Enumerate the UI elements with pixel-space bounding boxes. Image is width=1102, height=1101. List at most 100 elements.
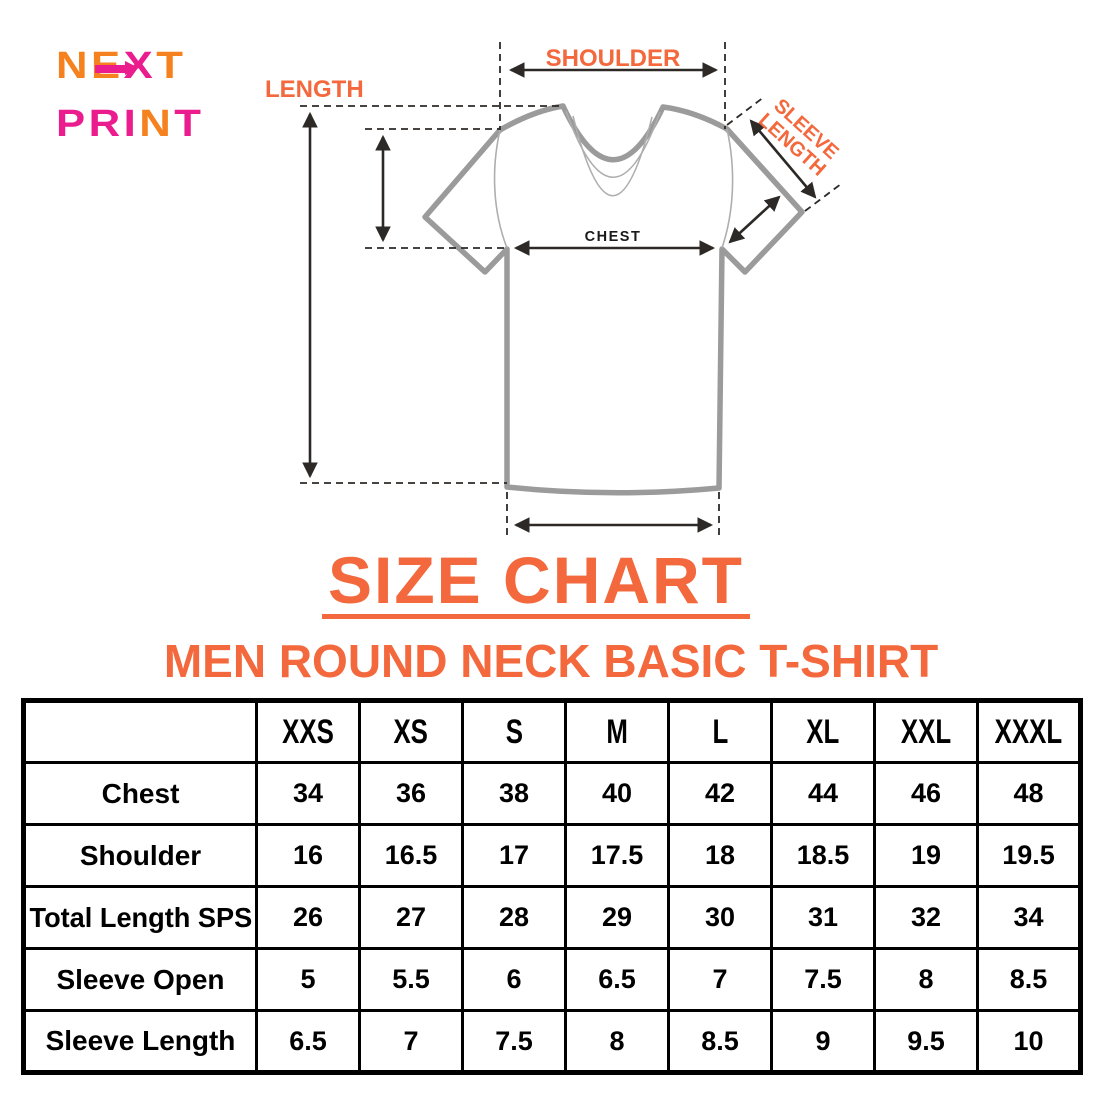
measurement-value-cell: 7 xyxy=(667,947,773,1012)
logo-arrow-head xyxy=(125,61,139,75)
measurement-value-cell: 9.5 xyxy=(873,1009,979,1074)
measurement-row-label: Sleeve Length xyxy=(22,1009,258,1074)
measurement-value-cell: 38 xyxy=(461,761,567,826)
measurement-value-cell: 34 xyxy=(976,885,1082,950)
measurement-value-cell: 17.5 xyxy=(564,823,670,888)
shoulder-label: SHOULDER xyxy=(546,45,681,72)
length-label: LENGTH xyxy=(265,76,364,103)
page-title: SIZE CHART xyxy=(322,547,750,619)
measurement-value-cell: 36 xyxy=(358,761,464,826)
size-table: XXS XS S M L XL XXL XXXL Chest 34 36 38 40 42 44 46 48 S… xyxy=(21,698,1083,1075)
measurement-value-cell: 26 xyxy=(255,885,361,950)
collar-inner-line-1 xyxy=(565,110,661,178)
measurement-row-label: Total Length SPS xyxy=(22,885,258,950)
measurement-value-cell: 19 xyxy=(873,823,979,888)
size-column-header-label: S xyxy=(505,712,523,751)
measurement-value-cell: 44 xyxy=(770,761,876,826)
measurement-value-cell: 34 xyxy=(255,761,361,826)
size-column-header: S xyxy=(461,699,567,764)
measurement-value-cell: 29 xyxy=(564,885,670,950)
measurement-value-cell: 46 xyxy=(873,761,979,826)
table-row: Chest 34 36 38 40 42 44 46 48 xyxy=(22,761,1082,826)
size-column-header-label: L xyxy=(712,712,728,751)
size-column-header: XS xyxy=(358,699,464,764)
logo-letter: N xyxy=(139,103,175,145)
size-column-header: XXL xyxy=(873,699,979,764)
measurement-value-cell: 48 xyxy=(976,761,1082,826)
table-row: Shoulder 16 16.5 17 17.5 18 18.5 19 19.5 xyxy=(22,823,1082,888)
measurement-value-cell: 18.5 xyxy=(770,823,876,888)
table-header-row: XXS XS S M L XL XXL XXXL xyxy=(22,699,1082,764)
size-column-header-label: XXS xyxy=(282,712,334,751)
size-column-header: L xyxy=(667,699,773,764)
measurement-row-label-text: Sleeve Open xyxy=(56,963,225,995)
measurement-value-cell: 8.5 xyxy=(667,1009,773,1074)
measurement-value-cell: 7.5 xyxy=(770,947,876,1012)
title-block: SIZE CHART xyxy=(0,547,1072,619)
measurement-value-cell: 7.5 xyxy=(461,1009,567,1074)
measurement-value-cell: 18 xyxy=(667,823,773,888)
measurement-value-cell: 40 xyxy=(564,761,670,826)
logo-arrow-shaft xyxy=(95,64,127,73)
page-subtitle: MEN ROUND NECK BASIC T-SHIRT xyxy=(163,635,939,687)
measurement-value-cell: 6 xyxy=(461,947,567,1012)
table-row: Sleeve Open 5 5.5 6 6.5 7 7.5 8 8.5 xyxy=(22,947,1082,1012)
left-armhole-seam xyxy=(493,129,508,249)
measurement-value-cell: 5 xyxy=(255,947,361,1012)
collar-inner-line-2 xyxy=(572,115,653,197)
measurement-value-cell: 10 xyxy=(976,1009,1082,1074)
size-column-header-label: XXL xyxy=(900,712,952,751)
measurement-value-cell: 9 xyxy=(770,1009,876,1074)
size-column-header: XL xyxy=(770,699,876,764)
tshirt-measurement-diagram: LENGTH SHOULDER CHEST SLEEVE LENGTH xyxy=(265,42,843,540)
logo-letter: T xyxy=(156,45,187,87)
logo-letter: R xyxy=(88,103,124,145)
measurement-row-label-text: Sleeve Length xyxy=(45,1025,236,1056)
measurement-value-cell: 19.5 xyxy=(976,823,1082,888)
size-column-header-label: XL xyxy=(806,712,840,751)
logo-letter: T xyxy=(174,103,205,145)
measurement-value-cell: 16.5 xyxy=(358,823,464,888)
table-row: Total Length SPS 26 27 28 29 30 31 32 34 xyxy=(22,885,1082,950)
measurement-value-cell: 32 xyxy=(873,885,979,950)
logo-letter: N xyxy=(56,45,92,87)
measurement-value-cell: 31 xyxy=(770,885,876,950)
measurement-value-cell: 7 xyxy=(358,1009,464,1074)
measurement-value-cell: 30 xyxy=(667,885,773,950)
measurement-row-label: Chest xyxy=(22,761,258,826)
measurement-value-cell: 8.5 xyxy=(976,947,1082,1012)
measurement-value-cell: 8 xyxy=(564,1009,670,1074)
measurement-value-cell: 6.5 xyxy=(255,1009,361,1074)
size-column-header-label: XS xyxy=(393,712,429,751)
measurement-row-label-text: Chest xyxy=(101,777,180,809)
table-corner-cell xyxy=(22,699,258,764)
measurement-value-cell: 16 xyxy=(255,823,361,888)
logo-letter: P xyxy=(56,103,89,145)
sleeve-length-arrow xyxy=(749,119,817,199)
measurement-value-cell: 5.5 xyxy=(358,947,464,1012)
measurement-value-cell: 17 xyxy=(461,823,567,888)
sleeve-guide-top xyxy=(726,96,765,126)
chest-label: CHEST xyxy=(585,229,642,245)
logo-letter: I xyxy=(123,103,140,145)
size-column-header-label: XXXL xyxy=(994,712,1063,751)
size-column-header: XXXL xyxy=(976,699,1082,764)
measurement-value-cell: 6.5 xyxy=(564,947,670,1012)
brand-logo: NEXT PRINT xyxy=(56,45,201,143)
measurement-row-label-text: Shoulder xyxy=(79,839,202,871)
sleeve-open-arrow xyxy=(728,195,781,244)
tshirt-outline xyxy=(422,103,805,496)
measurement-row-label-text: Total Length SPS xyxy=(29,901,253,933)
sleeve-guide-bottom xyxy=(804,183,842,212)
brand-logo-word-print: PRINT xyxy=(56,105,204,143)
measurement-row-label: Sleeve Open xyxy=(22,947,258,1012)
measurement-value-cell: 8 xyxy=(873,947,979,1012)
size-column-header: XXS xyxy=(255,699,361,764)
measurement-value-cell: 42 xyxy=(667,761,773,826)
measurement-row-label: Shoulder xyxy=(22,823,258,888)
logo-right-arrow-icon xyxy=(95,61,139,75)
measurement-value-cell: 27 xyxy=(358,885,464,950)
size-column-header-label: M xyxy=(606,712,628,751)
table-row: Sleeve Length 6.5 7 7.5 8 8.5 9 9.5 10 xyxy=(22,1009,1082,1074)
